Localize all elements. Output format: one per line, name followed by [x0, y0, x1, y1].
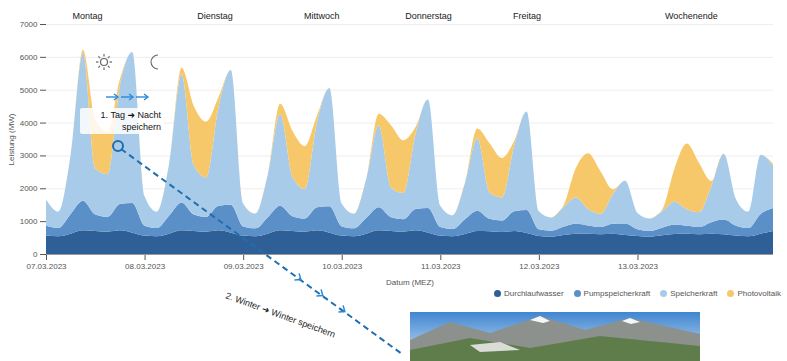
- svg-text:07.03.2023: 07.03.2023: [26, 262, 67, 271]
- svg-text:Dienstag: Dienstag: [197, 11, 233, 21]
- svg-text:speichern: speichern: [122, 122, 161, 132]
- svg-text:Freitag: Freitag: [513, 11, 541, 21]
- svg-text:13.03.2023: 13.03.2023: [618, 262, 659, 271]
- html-text:Speicherkraft: Speicherkraft: [670, 289, 718, 298]
- svg-text:1000: 1000: [20, 217, 38, 226]
- svg-text:6000: 6000: [20, 53, 38, 62]
- svg-text:Montag: Montag: [73, 11, 103, 21]
- svg-text:Datum (MEZ): Datum (MEZ): [386, 278, 434, 287]
- svg-text:08.03.2023: 08.03.2023: [125, 262, 166, 271]
- svg-text:Wochenende: Wochenende: [665, 11, 718, 21]
- html-text:Durchlaufwasser: Durchlaufwasser: [504, 289, 564, 298]
- svg-text:4000: 4000: [20, 119, 38, 128]
- html-text:Photovoltaik: Photovoltaik: [737, 289, 781, 298]
- svg-text:Leistung (MW): Leistung (MW): [7, 113, 16, 165]
- svg-text:2000: 2000: [20, 184, 38, 193]
- svg-text:7000: 7000: [20, 20, 38, 29]
- svg-text:0: 0: [33, 250, 38, 259]
- svg-text:3000: 3000: [20, 151, 38, 160]
- html-text:Pumpspeicherkraft: Pumpspeicherkraft: [583, 289, 651, 298]
- svg-text:11.03.2023: 11.03.2023: [421, 262, 461, 271]
- svg-text:2. Winter ➜ Winter speichern: 2. Winter ➜ Winter speichern: [224, 290, 336, 339]
- svg-text:1. Tag ➜ Nacht: 1. Tag ➜ Nacht: [101, 110, 162, 120]
- svg-text:10.03.2023: 10.03.2023: [322, 262, 363, 271]
- svg-text:Mittwoch: Mittwoch: [304, 11, 340, 21]
- svg-text:09.03.2023: 09.03.2023: [224, 262, 265, 271]
- svg-text:Donnerstag: Donnerstag: [405, 11, 452, 21]
- svg-text:12.03.2023: 12.03.2023: [519, 262, 560, 271]
- svg-text:5000: 5000: [20, 86, 38, 95]
